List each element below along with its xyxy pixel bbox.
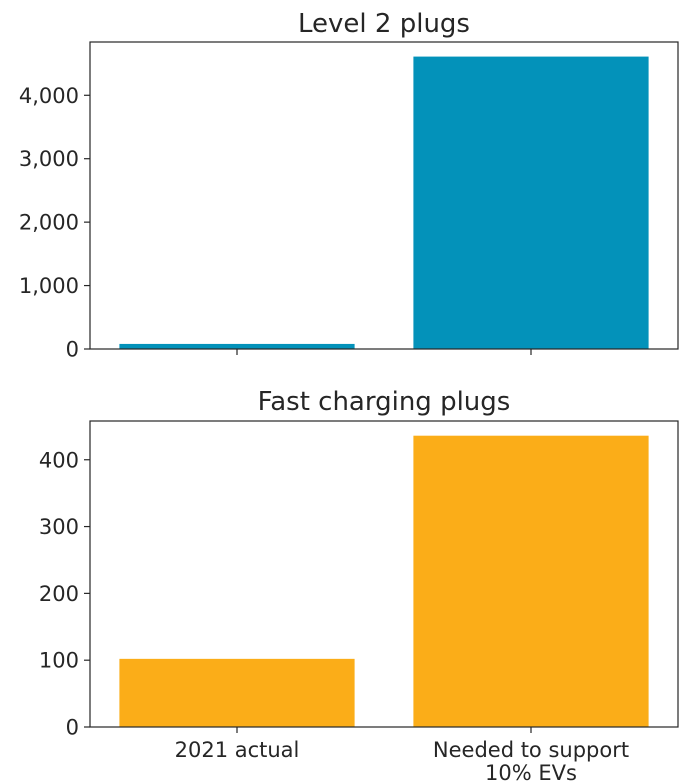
plot-frame-level-2: [89, 41, 679, 350]
y-tick-label-fast-charging: 400: [39, 448, 79, 472]
x-tick-label-fast-charging: 2021 actual: [175, 738, 300, 762]
y-tick-label-level-2: 0: [66, 338, 79, 362]
y-tick-label-level-2: 4,000: [19, 84, 79, 108]
x-tick-label-fast-charging: 10% EVs: [485, 761, 577, 784]
x-tick-label-fast-charging: Needed to support: [433, 738, 629, 762]
chart-title-level-2: Level 2 plugs: [298, 9, 470, 39]
panel-fast-charging-plugs: Fast charging plugs 0 100 200 300 400 2021 act…: [39, 387, 679, 784]
y-tick-label-fast-charging: 0: [66, 716, 79, 740]
panel-level-2-plugs: Level 2 plugs 0 1,000 2,000 3,000 4,000: [19, 9, 679, 362]
bar-fast-charging-1: [119, 658, 355, 727]
y-tick-label-fast-charging: 100: [39, 649, 79, 673]
y-tick-label-level-2: 2,000: [19, 211, 79, 235]
bar-fast-charging-2: [413, 435, 649, 727]
chart-title-fast-charging: Fast charging plugs: [258, 387, 511, 417]
bar-level-2-1: [119, 343, 355, 349]
y-tick-label-level-2: 3,000: [19, 147, 79, 171]
plot-frame-fast-charging: [89, 420, 679, 728]
y-tick-label-fast-charging: 300: [39, 515, 79, 539]
bar-level-2-2: [413, 56, 649, 350]
y-tick-label-fast-charging: 200: [39, 582, 79, 606]
y-tick-label-level-2: 1,000: [19, 274, 79, 298]
